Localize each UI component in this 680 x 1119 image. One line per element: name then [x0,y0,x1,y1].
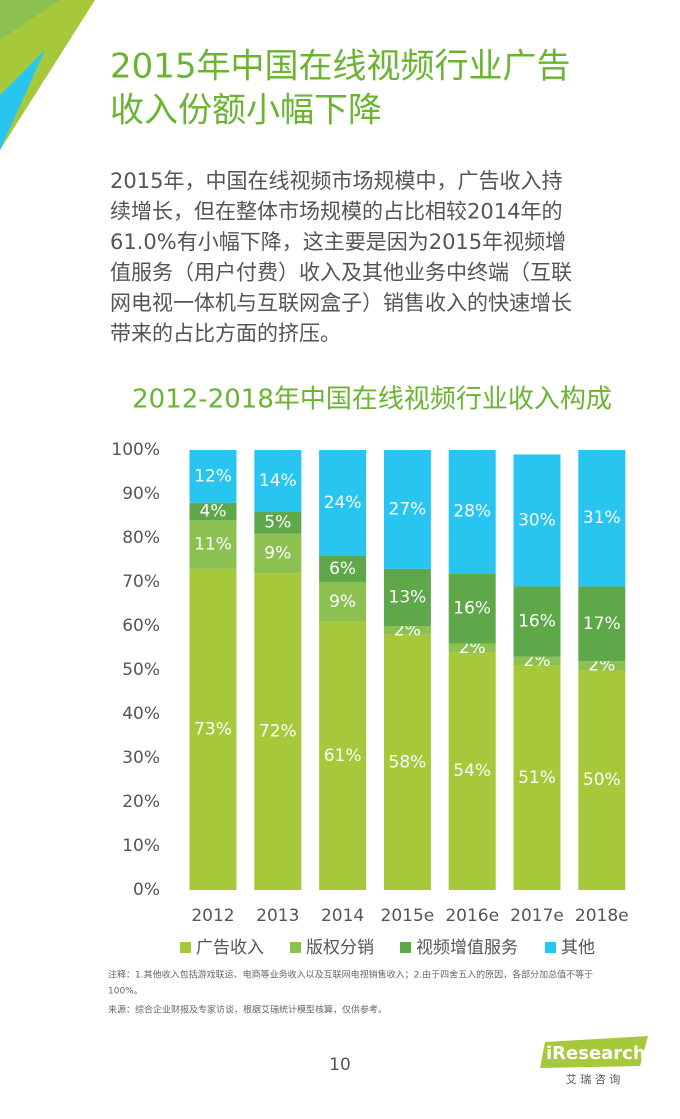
data-label: 9% [264,543,291,563]
bar-segment [189,450,237,503]
bar-segment [513,656,561,666]
bar-segment [448,652,496,890]
bar-segment [319,450,367,556]
paragraph-line: 61.0%有小幅下降，这主要是因为2015年视频增 [110,230,566,254]
paragraph-line: 值服务（用户付费）收入及其他业务中终端（互联 [110,261,572,285]
legend-label: 视频增值服务 [416,938,518,958]
data-label: 5% [264,513,291,533]
bar-segment [513,665,561,890]
bar-segment [189,502,237,521]
bar-segment [513,586,561,657]
page-number: 10 [329,1055,351,1075]
legend-marker [545,942,556,953]
logo-subtitle: 艾 瑞 咨 询 [566,1072,621,1086]
y-tick-label: 20% [122,792,160,812]
y-tick-label: 70% [122,572,160,592]
paragraph-line: 网电视一体机与互联网盒子）销售收入的快速增长 [110,291,572,315]
x-tick-label: 2017e [510,906,564,926]
bar-segment [319,555,367,582]
bar-segment [578,586,626,662]
y-tick-label: 40% [122,704,160,724]
x-tick-label: 2012 [191,906,234,926]
data-label: 14% [259,471,297,491]
data-label: 31% [583,508,621,528]
data-label: 30% [518,510,556,530]
bar-segment [383,568,431,626]
x-tick-label: 2018e [575,906,629,926]
bar-segment [448,450,496,574]
data-label: 51% [518,768,556,788]
data-label: 50% [583,770,621,790]
data-label: 24% [324,493,362,513]
legend-marker [290,942,301,953]
bar-segment [254,573,302,890]
logo: iResearch [546,1043,646,1064]
note: 100%。 [108,987,143,997]
y-tick-label: 10% [122,836,160,856]
corner-decoration [0,0,95,150]
bar-segment [383,626,431,635]
y-tick-label: 50% [122,660,160,680]
data-label: 61% [324,746,362,766]
paragraph-line: 续增长，但在整体市场规模的占比相较2014年的 [110,200,562,224]
paragraph-line: 带来的占比方面的挤压。 [110,322,341,346]
y-tick-label: 30% [122,748,160,768]
legend-marker [400,942,411,953]
title-line: 2015年中国在线视频行业广告 [110,47,571,87]
corner-decoration [0,50,45,150]
paragraph-line: 2015年，中国在线视频市场规模中，广告收入持 [110,169,562,193]
source: 来源：综合企业财报及专家访谈，根据艾瑞统计模型核算，仅供参考。 [108,1004,387,1016]
y-tick-label: 100% [111,440,160,460]
data-label: 4% [200,502,227,522]
x-tick-label: 2016e [445,906,499,926]
data-label: 6% [329,559,356,579]
data-label: 28% [453,502,491,522]
chart-title: 2012-2018年中国在线视频行业收入构成 [132,385,612,415]
data-label: 11% [194,535,232,555]
logo-swoosh [540,1036,648,1068]
bar-segment [319,582,367,622]
y-tick-label: 0% [133,880,160,900]
bar-segment [578,450,626,587]
bar-segment [448,573,496,644]
bar-segment [578,670,626,890]
y-tick-label: 60% [122,616,160,636]
bar-segment [578,661,626,670]
bar-segment [383,450,431,569]
data-label: 27% [389,499,427,519]
bar-segment [254,533,302,574]
legend-label: 版权分销 [306,938,374,958]
data-label: 16% [453,598,491,618]
legend-label: 广告收入 [196,938,264,958]
data-label: 9% [329,592,356,612]
data-label: 54% [453,761,491,781]
note: 注释：1.其他收入包括游戏联运、电商等业务收入以及互联网电视销售收入；2.由于四… [108,969,593,981]
data-label: 17% [583,614,621,634]
y-tick-label: 80% [122,528,160,548]
bar-segment [319,621,367,890]
title-line: 收入份额小幅下降 [110,91,382,131]
legend-label: 其他 [561,938,595,958]
data-label: 72% [259,722,297,742]
bar-segment [513,454,561,587]
x-tick-label: 2014 [321,906,364,926]
bar-segment [254,450,302,512]
legend-marker [180,942,191,953]
data-label: 16% [518,612,556,632]
bar-segment [383,634,431,890]
data-label: 13% [389,587,427,607]
bar-segment [448,643,496,653]
data-label: 73% [194,719,232,739]
x-tick-label: 2015e [381,906,435,926]
bar-segment [189,568,237,890]
bar-segment [254,511,302,534]
data-label: 58% [389,752,427,772]
x-tick-label: 2013 [256,906,299,926]
data-label: 12% [194,466,232,486]
y-tick-label: 90% [122,484,160,504]
bar-segment [189,520,237,569]
